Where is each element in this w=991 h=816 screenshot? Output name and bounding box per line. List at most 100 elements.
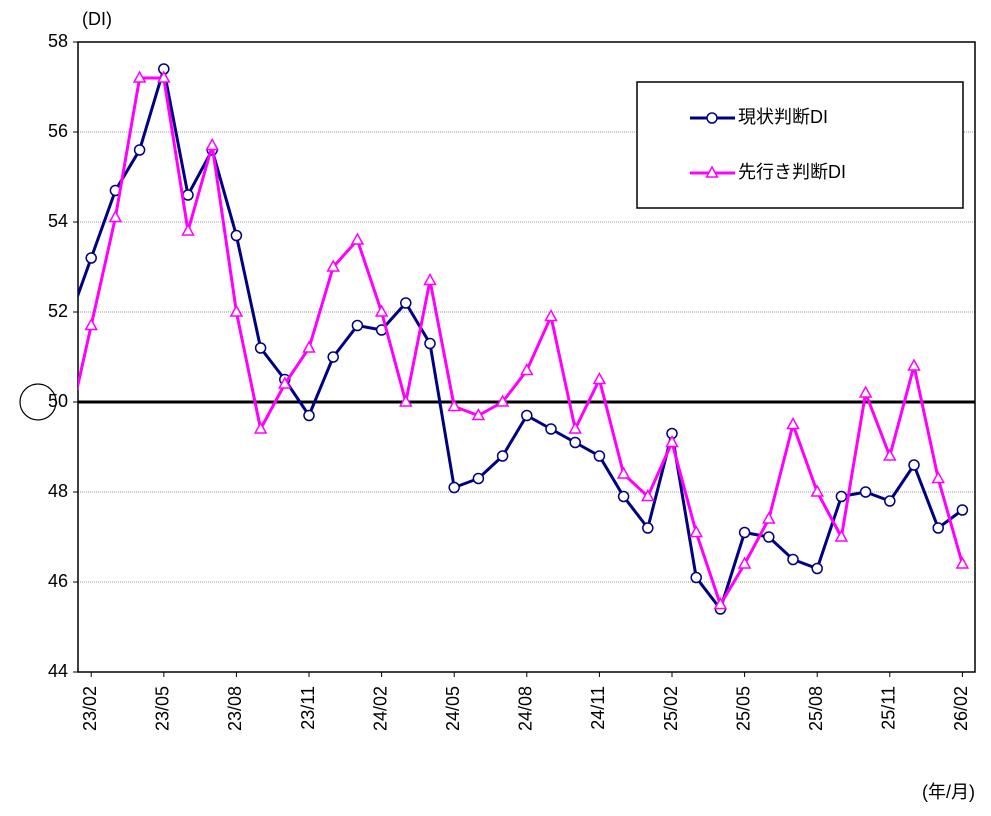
x-tick-label: 23/08 [225, 686, 245, 731]
marker [496, 450, 509, 462]
x-tick-label: 24/02 [370, 686, 390, 731]
marker [738, 526, 751, 539]
marker [859, 486, 872, 498]
marker [303, 409, 315, 422]
marker [690, 571, 702, 584]
marker [544, 308, 558, 322]
marker [593, 450, 606, 462]
marker [931, 470, 945, 484]
marker [254, 342, 267, 354]
marker [762, 511, 776, 524]
marker [956, 504, 969, 516]
series-line [78, 76, 964, 609]
x-tick-label: 25/05 [733, 686, 753, 731]
legend-label: 先行き判断DI [738, 162, 846, 182]
marker [955, 556, 970, 569]
x-tick-label: 25/08 [806, 686, 826, 731]
marker [713, 596, 728, 610]
x-tick-label: 23/02 [80, 686, 100, 731]
marker [858, 385, 873, 398]
marker [521, 409, 533, 422]
plot-area [62, 63, 970, 615]
marker [108, 209, 123, 223]
marker [592, 371, 607, 385]
marker [157, 70, 171, 83]
marker [423, 272, 437, 286]
marker [689, 524, 703, 538]
marker [302, 340, 316, 353]
y-tick-label: 56 [48, 121, 68, 141]
marker [181, 223, 195, 236]
y-tick-label: 50 [48, 391, 68, 411]
legend-box [636, 81, 964, 209]
marker [706, 112, 718, 124]
y-tick-label: 44 [48, 661, 68, 681]
x-axis-label: (年/月) [922, 782, 975, 802]
reference-label-circle [19, 383, 57, 421]
marker [399, 394, 413, 407]
plot-frame [77, 41, 976, 673]
legend-label: 現状判断DI [738, 107, 828, 127]
marker [278, 376, 292, 389]
marker [616, 466, 631, 479]
marker [229, 304, 244, 317]
marker [62, 321, 72, 331]
y-tick-label: 54 [48, 211, 68, 231]
marker [253, 421, 268, 434]
marker [884, 495, 896, 507]
x-tick-label: 24/08 [516, 686, 536, 731]
marker [132, 70, 147, 83]
marker [787, 553, 799, 566]
y-tick-label: 52 [48, 301, 68, 321]
marker [786, 416, 800, 430]
marker [617, 490, 630, 503]
y-axis-label: (DI) [82, 9, 112, 29]
marker [350, 232, 365, 245]
x-tick-label: 25/02 [661, 686, 681, 731]
marker [811, 562, 823, 575]
marker [205, 137, 219, 151]
x-tick-label: 26/02 [951, 686, 971, 731]
y-tick-label: 46 [48, 571, 68, 591]
marker [351, 319, 364, 332]
marker [908, 459, 920, 471]
marker [447, 398, 461, 412]
marker [133, 144, 146, 156]
marker [374, 304, 389, 317]
marker [84, 317, 98, 331]
x-tick-label: 24/05 [443, 686, 463, 731]
marker [810, 484, 824, 497]
marker [569, 436, 581, 449]
marker [520, 362, 534, 376]
marker [424, 337, 436, 350]
marker [642, 522, 654, 534]
marker [665, 434, 679, 448]
marker [400, 297, 412, 309]
marker [545, 423, 557, 435]
marker [763, 531, 775, 543]
marker [471, 407, 486, 421]
x-tick-label: 24/11 [588, 686, 608, 730]
marker [230, 229, 243, 242]
marker [85, 252, 97, 264]
marker [932, 522, 944, 534]
marker [883, 448, 897, 461]
marker [835, 490, 848, 503]
marker [182, 189, 194, 201]
marker [448, 481, 460, 494]
marker [641, 488, 655, 502]
marker [834, 529, 849, 542]
x-tick-label: 23/05 [153, 686, 173, 731]
marker [472, 472, 485, 485]
marker [62, 428, 73, 438]
marker [326, 259, 340, 272]
marker [327, 351, 339, 363]
marker [568, 421, 582, 434]
marker [495, 394, 510, 407]
marker [705, 165, 719, 178]
x-tick-label: 23/11 [298, 686, 318, 730]
x-tick-label: 25/11 [879, 686, 899, 730]
y-tick-label: 48 [48, 481, 68, 501]
y-tick-label: 58 [48, 31, 68, 51]
